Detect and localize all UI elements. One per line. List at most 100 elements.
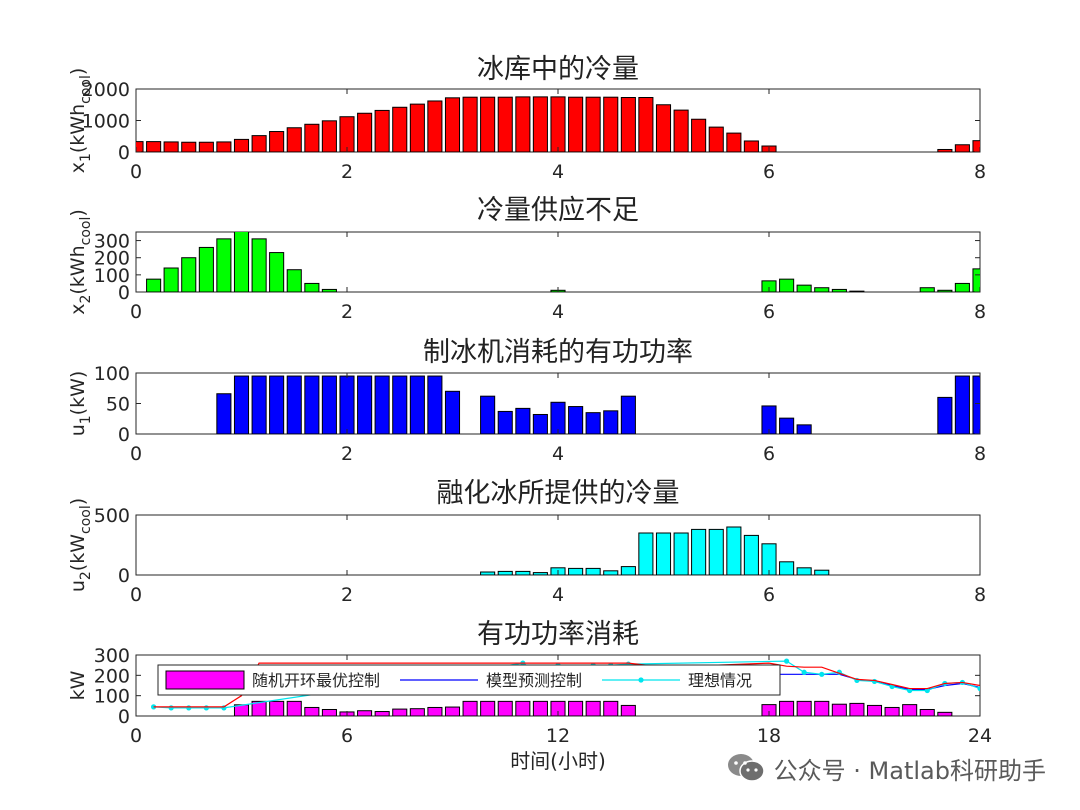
bar [761,280,777,292]
bar [409,375,425,434]
bar [937,396,953,434]
bar [444,706,461,716]
x-tick-label: 8 [974,161,986,183]
chart-title: 制冰机消耗的有功功率 [423,337,693,368]
x-tick-label: 6 [763,301,775,323]
bar [568,700,584,716]
bar [603,96,619,152]
chart-title: 冰库中的冷量 [477,54,639,85]
bar [532,572,548,575]
bar [392,708,408,716]
bar [269,700,285,716]
series-point [203,705,209,711]
x-tick-label: 0 [130,301,142,323]
y-tick-label: 500 [94,505,130,527]
bar [884,706,900,716]
bar [796,567,812,575]
chart-title: 冷量供应不足 [477,195,639,226]
bar [233,375,250,434]
bar [480,571,496,575]
series-point [924,687,930,694]
bar [374,109,390,152]
series-point [977,685,980,692]
bar [585,412,601,434]
x-tick-label: 0 [130,443,142,465]
bar [286,375,302,434]
bar [603,410,619,434]
bar [673,532,689,575]
legend-label: 模型预测控制 [486,671,582,690]
bar [919,708,935,716]
bar [427,706,443,716]
bar [480,395,496,434]
bar [972,268,980,292]
bar [849,290,865,292]
bar [480,96,496,152]
bar [497,570,513,575]
bar [198,246,214,292]
bar [286,127,302,152]
bar [251,135,267,152]
bar [902,704,918,716]
x-tick-label: 24 [968,725,992,747]
x-tick-label: 6 [763,161,775,183]
bar [198,141,214,152]
plot-area [216,375,980,434]
bar [321,120,337,152]
legend-swatch-point [638,677,644,683]
bar [779,417,795,434]
bar [620,97,636,152]
bar [480,700,496,716]
y-tick-label: 300 [94,645,130,667]
bar [304,282,320,292]
bar [286,269,302,292]
bar [427,100,443,152]
bar [655,104,672,152]
legend-label: 理想情况 [688,671,752,690]
bar [814,700,830,716]
wechat-icon [726,752,766,784]
bar [603,570,619,575]
watermark-text: 公众号 · Matlab科研助手 [773,756,1046,785]
bar [181,141,197,152]
y-tick-label: 300 [94,231,130,253]
bar [532,413,548,434]
x-tick-label: 12 [546,725,570,747]
bar [954,282,970,292]
legend-label: 随机开环最优控制 [252,671,380,690]
watermark: 公众号 · Matlab科研助手 [726,750,1046,786]
bar [779,700,795,716]
bar [954,375,970,434]
bar [163,141,179,152]
bar [146,141,162,152]
x-axis-label: 时间(小时) [510,749,606,773]
bar [374,711,390,716]
series-point [801,669,807,675]
y-axis-label: u1(kW) [67,371,94,437]
series-line [153,660,980,709]
bar [937,711,953,716]
bar [691,118,707,152]
bar [779,278,795,292]
bar [655,532,672,575]
bar [673,109,689,152]
bar [163,267,179,292]
bar [269,375,285,434]
series-point [168,705,174,711]
bar [497,96,513,152]
y-tick-label: 100 [94,265,130,287]
bar [638,532,654,575]
bar [603,700,619,716]
y-tick-label: 100 [94,363,130,385]
bar [585,567,601,575]
x-tick-label: 6 [341,725,353,747]
bar [146,278,162,292]
bar [585,96,601,152]
x-tick-label: 2 [341,443,353,465]
y-tick-label: 0 [118,706,130,728]
plot-area [146,232,980,292]
bar [304,123,320,152]
